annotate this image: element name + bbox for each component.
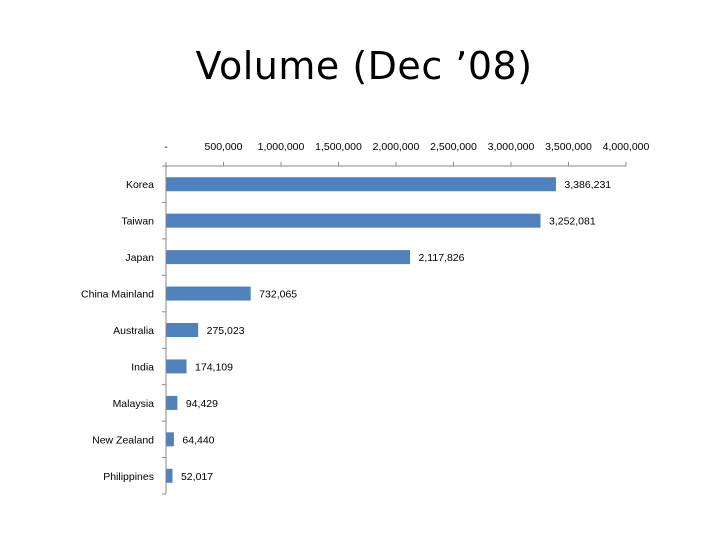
category-label: India	[131, 361, 154, 373]
axis-layer: - 500,000 1,000,000 1,500,000 2,000,000 2,500…	[162, 141, 650, 495]
data-label: 732,065	[259, 289, 297, 301]
data-label: 275,023	[207, 325, 245, 337]
bar	[166, 213, 541, 228]
category-label: Japan	[125, 252, 154, 264]
chart-title: Volume (Dec ’08)	[195, 44, 533, 88]
bar	[166, 323, 199, 337]
bar	[166, 359, 187, 374]
bar	[166, 395, 178, 410]
category-label: Taiwan	[121, 216, 154, 228]
x-tick-label: 4,000,000	[603, 141, 650, 153]
label-layer: Korea 3,386,231 Taiwan 3,252,081 Japan 2,117,…	[81, 179, 611, 483]
x-tick-label: 2,500,000	[430, 141, 477, 153]
data-label: 52,017	[181, 471, 213, 483]
data-label: 3,386,231	[564, 179, 611, 191]
bar	[166, 286, 251, 301]
category-label: New Zealand	[92, 434, 154, 446]
category-label: Philippines	[103, 471, 154, 483]
x-tick-label: 2,000,000	[373, 141, 420, 153]
x-tick-label: 1,000,000	[258, 141, 305, 153]
data-label: 3,252,081	[549, 216, 596, 228]
bar	[166, 177, 556, 192]
x-tick-label: 3,500,000	[545, 141, 592, 153]
category-label: Australia	[113, 325, 154, 337]
x-tick-label: 1,500,000	[315, 141, 362, 153]
x-tick-label: 3,000,000	[488, 141, 535, 153]
bar-layer	[166, 177, 556, 483]
category-label: Korea	[126, 179, 154, 191]
data-label: 94,429	[186, 398, 218, 410]
data-label: 64,440	[182, 434, 214, 446]
x-tick-label: -	[164, 141, 168, 153]
category-label: China Mainland	[81, 289, 154, 301]
x-tick-label: 500,000	[205, 141, 243, 153]
data-label: 174,109	[195, 361, 233, 373]
bar	[166, 250, 411, 265]
category-label: Malaysia	[113, 398, 155, 410]
bar	[166, 468, 173, 483]
data-label: 2,117,826	[419, 252, 465, 264]
bar	[166, 432, 174, 447]
